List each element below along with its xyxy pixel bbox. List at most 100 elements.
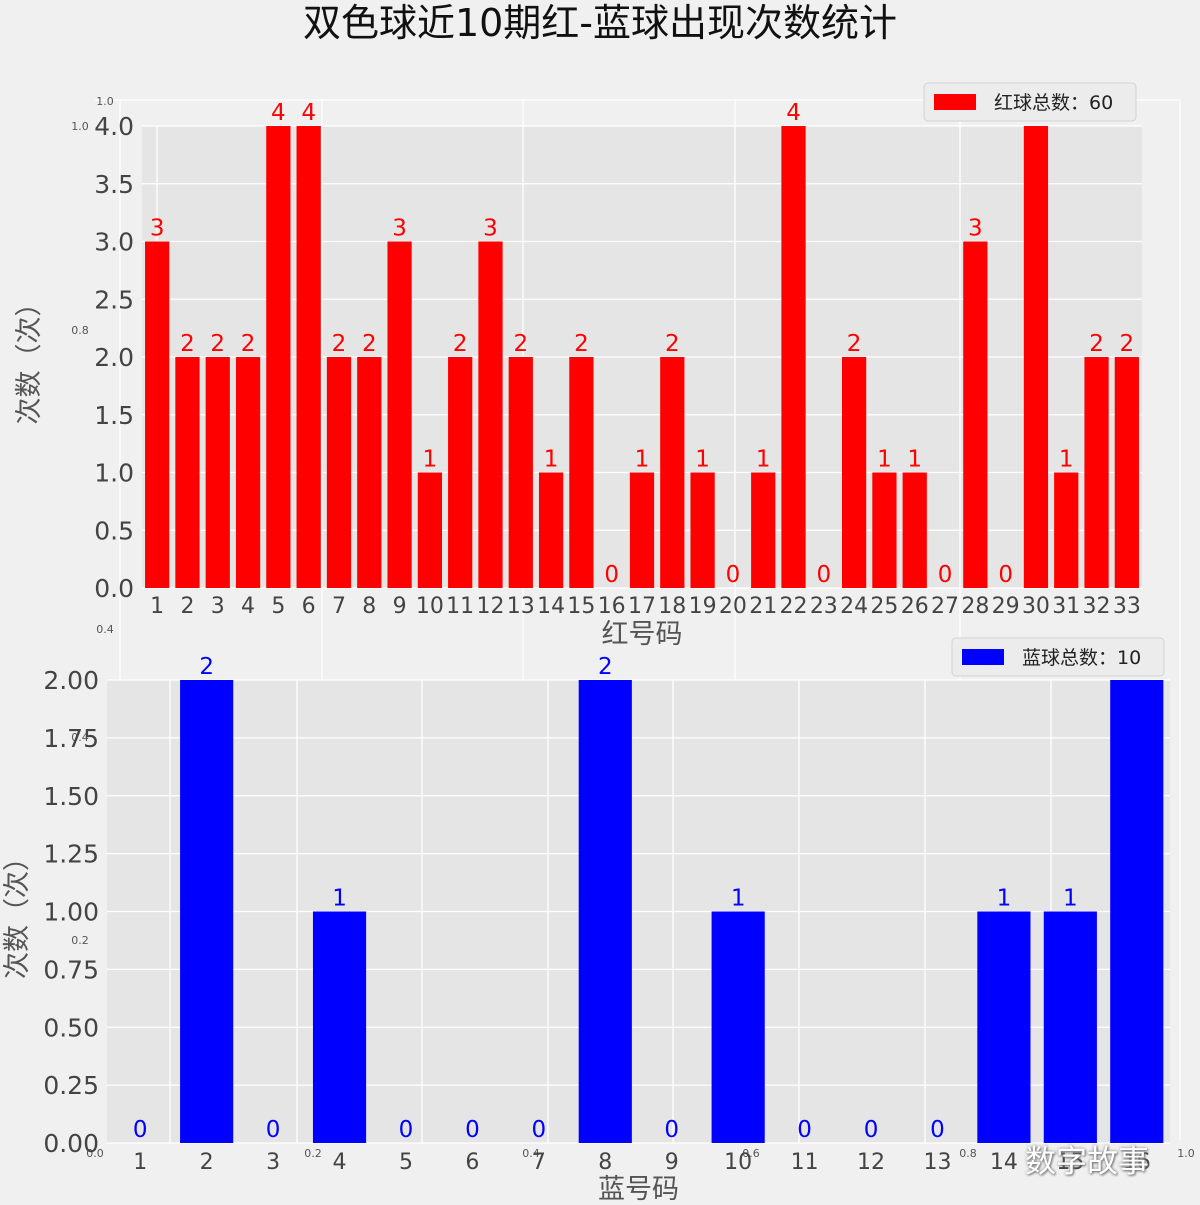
x-tick-label: 10 [724,1150,752,1175]
bar-value-label: 2 [362,331,377,357]
bar-value-label: 0 [816,562,831,588]
x-tick-label: 6 [302,594,316,619]
bar-value-label: 0 [532,1117,547,1143]
background-tick-label: 1.0 [71,120,89,133]
bar-value-label: 0 [938,562,953,588]
y-axis-label: 次数（次） [14,290,45,425]
background-tick-label: 0.0 [86,1147,104,1160]
bar-value-label: 1 [423,447,438,473]
bar [578,680,632,1143]
x-tick-label: 33 [1113,594,1141,619]
background-tick-label: 0.4 [96,623,114,636]
x-tick-label: 8 [598,1150,612,1175]
x-tick-label: 24 [840,594,868,619]
x-tick-label: 18 [658,594,686,619]
bar-value-label: 0 [465,1117,480,1143]
x-tick-label: 12 [476,594,504,619]
bar-value-label: 1 [731,886,746,912]
red-ball-chart: 0.00.51.01.52.02.53.03.54.03122232445462… [14,82,1142,650]
bar-value-label: 4 [301,100,316,126]
chart-title: 双色球近10期红-蓝球出现次数统计 [302,1,898,45]
bar [266,126,291,588]
bar-value-label: 4 [786,100,801,126]
x-tick-label: 32 [1083,594,1111,619]
bar-value-label: 1 [695,447,710,473]
x-tick-label: 30 [1022,594,1050,619]
x-axis-label: 蓝号码 [598,1174,679,1205]
bar-value-label: 2 [847,331,862,357]
x-tick-label: 15 [567,594,595,619]
y-tick-label: 2.5 [94,285,134,314]
x-tick-label: 15 [1056,1150,1084,1175]
bar-value-label: 4 [271,100,286,126]
x-tick-label: 23 [810,594,838,619]
bar [538,472,564,588]
bar [448,357,473,588]
y-tick-label: 2.0 [94,343,134,372]
bar [508,357,533,588]
x-tick-label: 14 [990,1150,1018,1175]
x-tick-label: 2 [180,594,194,619]
bar-value-label: 2 [1089,331,1104,357]
background-tick-label: 0.2 [71,934,89,947]
x-tick-label: 29 [992,594,1020,619]
bar [963,241,988,588]
bar [1114,357,1139,588]
x-tick-label: 5 [399,1150,413,1175]
bar-value-label: 2 [453,331,468,357]
watermark: 数字故事 [1025,1144,1149,1180]
y-tick-label: 0.5 [94,516,134,545]
y-tick-label: 0.0 [94,574,134,603]
y-tick-label: 1.00 [43,898,99,927]
background-tick-label: 0.8 [959,1147,977,1160]
bar-value-label: 0 [797,1117,812,1143]
bar-value-label: 1 [756,447,771,473]
bar [711,911,765,1143]
x-tick-label: 13 [923,1150,951,1175]
bar-value-label: 2 [199,654,214,680]
bar-value-label: 1 [907,447,922,473]
x-tick-label: 5 [271,594,285,619]
bar-value-label: 2 [180,331,195,357]
bar [235,357,261,588]
x-axis-label: 红号码 [602,619,683,650]
x-tick-label: 28 [961,594,989,619]
legend: 红球总数：60 [923,82,1137,122]
bar [296,126,321,588]
y-tick-label: 0.50 [43,1013,99,1042]
x-tick-label: 14 [537,594,565,619]
y-tick-label: 1.25 [43,840,99,869]
bar [1084,357,1109,588]
bar-value-label: 2 [332,331,347,357]
bar [312,911,367,1143]
bar [660,357,685,588]
bar [326,357,352,588]
y-tick-label: 1.5 [94,401,134,430]
y-tick-label: 3.5 [94,170,134,199]
y-tick-label: 0.75 [43,955,99,984]
bar-value-label: 3 [483,216,498,242]
background-tick-label: 1.0 [96,95,114,108]
x-tick-label: 12 [857,1150,885,1175]
legend-label: 蓝球总数：10 [1022,647,1141,669]
x-tick-label: 1 [133,1150,147,1175]
bar [387,241,412,588]
x-tick-label: 17 [628,594,656,619]
bar-value-label: 2 [210,331,225,357]
bar-value-label: 0 [664,1117,679,1143]
bar-value-label: 2 [574,331,589,357]
bar-value-label: 0 [998,562,1013,588]
background-tick-label: 0.6 [742,1147,760,1160]
y-tick-label: 0.25 [43,1071,99,1100]
bar-value-label: 1 [877,447,892,473]
y-tick-label: 1.0 [94,459,134,488]
y-tick-label: 2.00 [43,666,99,695]
background-tick-label: 0.4 [71,731,89,744]
x-tick-label: 25 [870,594,898,619]
y-axis-label: 次数（次） [2,844,33,979]
bar [145,241,170,588]
bar [180,680,234,1143]
bar [175,357,200,588]
x-tick-label: 10 [416,594,444,619]
